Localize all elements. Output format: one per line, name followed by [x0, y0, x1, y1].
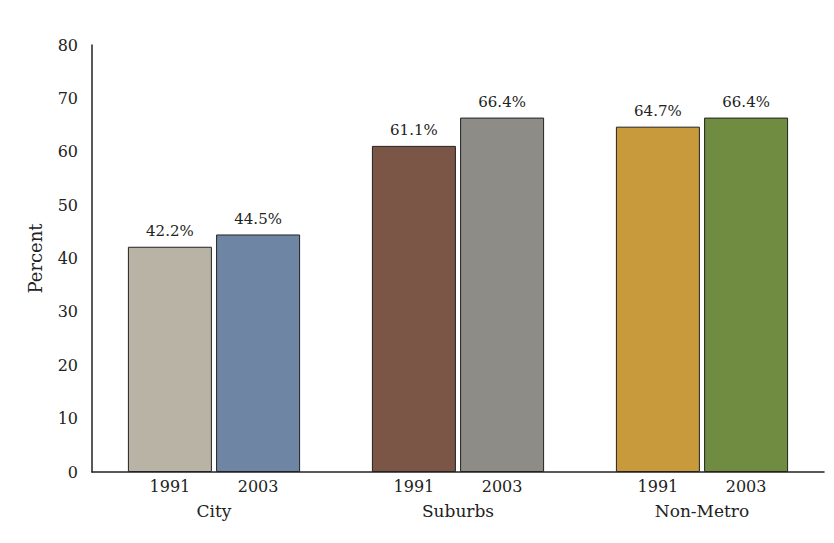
svg-text:64.7%: 64.7%	[634, 102, 682, 120]
svg-text:70: 70	[58, 89, 78, 108]
svg-text:Non-Metro: Non-Metro	[655, 501, 749, 521]
svg-text:66.4%: 66.4%	[478, 93, 526, 111]
svg-text:2003: 2003	[726, 477, 767, 496]
svg-text:30: 30	[58, 302, 78, 321]
svg-text:40: 40	[58, 249, 78, 268]
svg-text:City: City	[197, 501, 232, 521]
svg-text:60: 60	[58, 142, 78, 161]
svg-text:2003: 2003	[482, 477, 523, 496]
svg-text:20: 20	[58, 356, 78, 375]
svg-text:1991: 1991	[638, 477, 679, 496]
svg-text:80: 80	[58, 36, 78, 55]
svg-text:Suburbs: Suburbs	[422, 501, 494, 521]
svg-text:10: 10	[58, 409, 78, 428]
svg-text:1991: 1991	[150, 477, 191, 496]
svg-text:61.1%: 61.1%	[390, 121, 438, 139]
svg-text:Percent: Percent	[25, 223, 46, 294]
svg-text:42.2%: 42.2%	[146, 222, 194, 240]
svg-text:66.4%: 66.4%	[722, 93, 770, 111]
svg-text:44.5%: 44.5%	[234, 210, 282, 228]
svg-text:1991: 1991	[394, 477, 435, 496]
svg-text:0: 0	[68, 463, 78, 482]
svg-text:50: 50	[58, 196, 78, 215]
svg-text:2003: 2003	[238, 477, 279, 496]
